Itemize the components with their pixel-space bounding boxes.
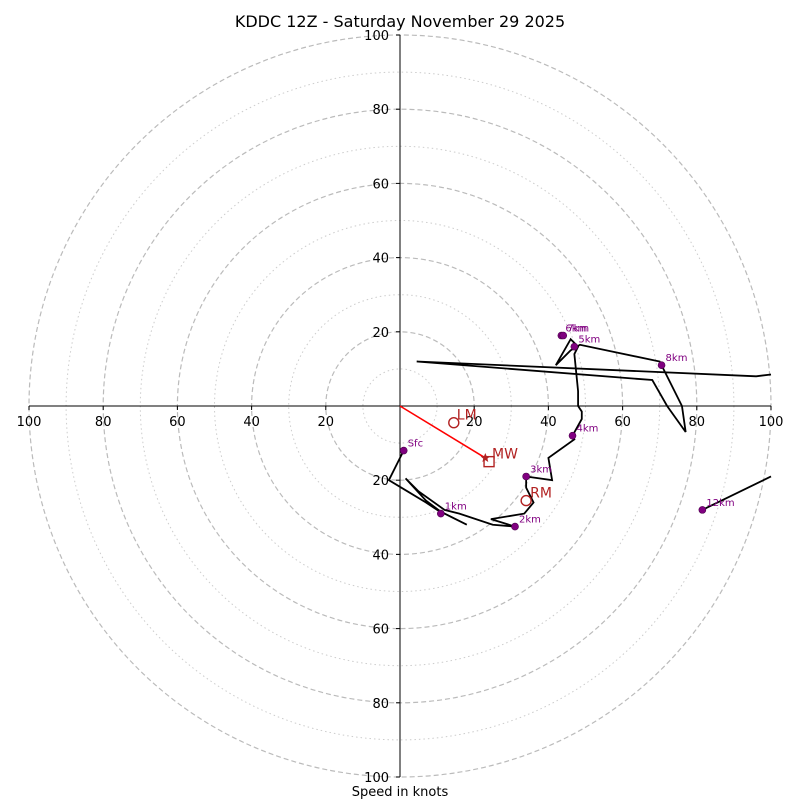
tick-labels: 100 80 60 40 20 20 40 60 80 100 100 80 60 40 20 20 40 60 8… [17, 29, 784, 786]
height-label-6km: 6km [565, 324, 587, 335]
hodograph-line-upper [701, 475, 772, 511]
height-marker-5km [570, 342, 579, 351]
x-tick-label: 40 [243, 415, 260, 430]
storm-motion-vector [399, 405, 486, 459]
x-tick-label: 20 [466, 415, 483, 430]
x-tick-label: 80 [95, 415, 112, 430]
height-label-7km: 7km [567, 324, 589, 335]
hodograph-trace [387, 337, 772, 528]
height-label-4km: 4km [577, 424, 599, 435]
mean-wind-marker [483, 455, 495, 468]
x-tick-label: 100 [759, 415, 784, 430]
height-marker-4km [568, 431, 577, 440]
y-tick-label: 40 [372, 252, 389, 267]
y-tick-label: 40 [372, 548, 389, 563]
x-axis-label: Speed in knots [352, 785, 449, 800]
y-tick-label: 80 [372, 103, 389, 118]
y-tick-label: 80 [372, 697, 389, 712]
storm-motion: LM MW RM [399, 405, 552, 507]
height-label-12km: 12km [706, 498, 734, 509]
height-marker-Sfc [399, 446, 408, 455]
height-marker-8km [657, 361, 666, 369]
height-label-Sfc: Sfc [408, 439, 423, 450]
right-mover-marker [520, 494, 532, 507]
height-label-5km: 5km [578, 335, 600, 346]
left-mover-label: LM [457, 408, 477, 424]
storm-motion-star [480, 452, 491, 462]
y-tick-label: 20 [372, 474, 389, 489]
height-marker-1km [437, 509, 445, 518]
height-marker-2km [511, 522, 519, 531]
x-tick-label: 100 [17, 415, 42, 430]
y-tick-label: 100 [364, 29, 389, 44]
height-marker-12km [698, 506, 707, 514]
x-tick-label: 80 [689, 415, 706, 430]
height-marker-3km [522, 472, 530, 481]
x-tick-label: 20 [318, 415, 335, 430]
mean-wind-label: MW [492, 447, 518, 463]
height-label-1km: 1km [445, 502, 467, 513]
y-tick-label: 100 [364, 771, 389, 786]
y-tick-label: 60 [372, 177, 389, 192]
x-tick-label: 40 [540, 415, 557, 430]
y-tick-label: 60 [372, 623, 389, 638]
y-tick-label: 20 [372, 326, 389, 341]
right-mover-label: RM [530, 486, 552, 502]
chart-title: KDDC 12Z - Saturday November 29 2025 [235, 12, 565, 31]
height-marker-7km [559, 331, 568, 340]
height-label-8km: 8km [666, 353, 688, 364]
left-mover-marker [448, 416, 460, 429]
x-tick-label: 60 [169, 415, 186, 430]
height-label-3km: 3km [530, 464, 552, 475]
hodograph-line [387, 337, 772, 528]
height-label-2km: 2km [519, 515, 541, 526]
x-tick-label: 60 [614, 415, 631, 430]
